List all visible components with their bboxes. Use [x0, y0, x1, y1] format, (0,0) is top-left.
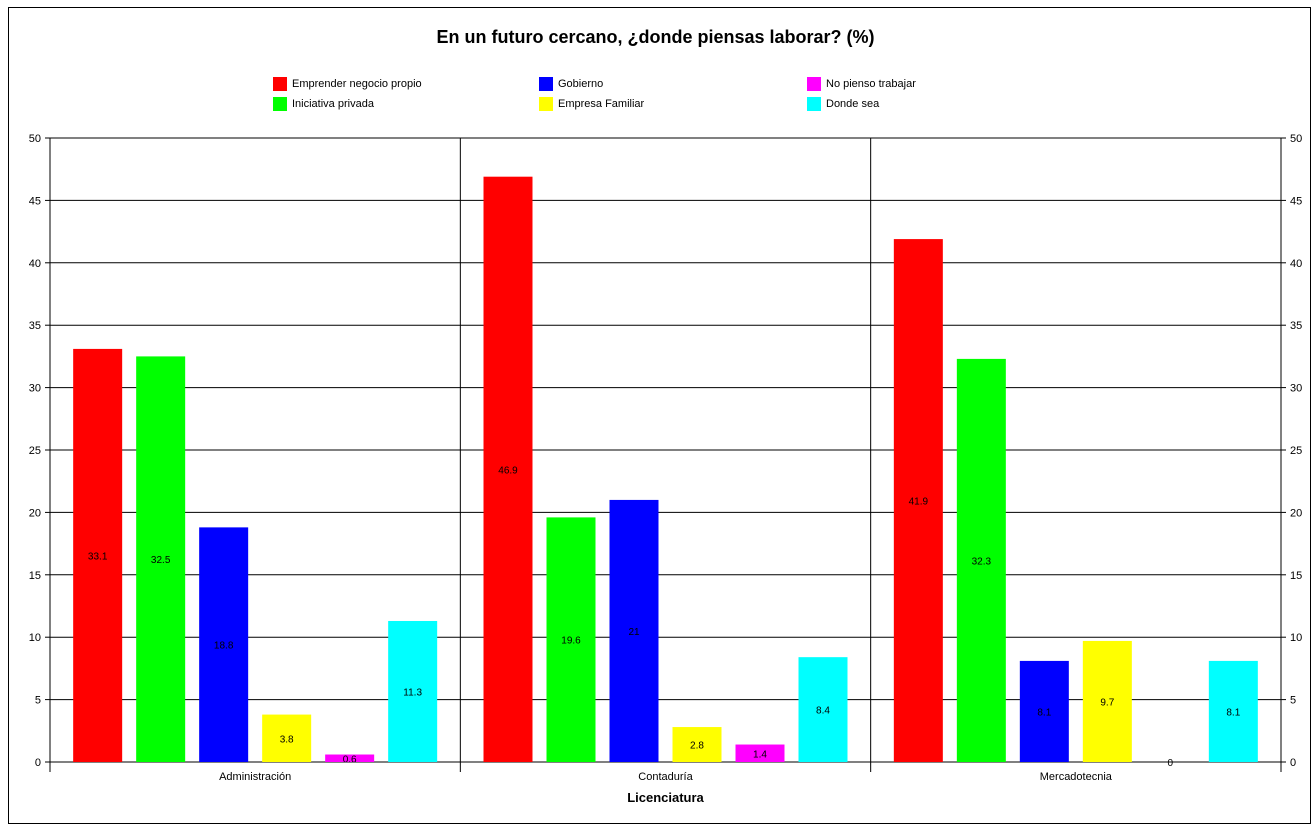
data-label: 32.5	[151, 555, 171, 566]
data-label: 33.1	[88, 551, 108, 562]
y-tick-label-right: 0	[1290, 757, 1296, 769]
y-tick-label-right: 15	[1290, 570, 1302, 582]
bar	[73, 348, 123, 762]
y-tick-label-left: 20	[29, 507, 41, 519]
y-tick-label-left: 45	[29, 195, 41, 207]
bar	[483, 176, 533, 763]
y-tick-label-left: 0	[35, 757, 41, 769]
y-tick-label-right: 20	[1290, 507, 1302, 519]
data-label: 3.8	[280, 734, 294, 745]
data-label: 0.6	[343, 754, 357, 765]
x-tick-label: Mercadotecnia	[1040, 771, 1113, 783]
data-label: 18.8	[214, 641, 234, 652]
legend-item-emprender: Emprender negocio propio	[273, 77, 422, 91]
y-tick-label-left: 5	[35, 695, 41, 707]
legend-swatch	[539, 97, 553, 111]
legend-item-gobierno: Gobierno	[539, 77, 603, 91]
data-label: 46.9	[498, 465, 518, 476]
bar	[388, 620, 438, 762]
bar	[325, 754, 375, 762]
data-label: 19.6	[561, 636, 581, 647]
chart-title: En un futuro cercano, ¿donde piensas lab…	[436, 27, 875, 47]
data-label: 8.1	[1037, 707, 1051, 718]
legend-label: Gobierno	[558, 78, 604, 90]
data-label: 11.3	[403, 687, 422, 698]
legend-item-iniciativa: Iniciativa privada	[273, 97, 374, 111]
data-label: 9.7	[1100, 697, 1114, 708]
bar	[199, 527, 249, 762]
bar	[1082, 640, 1132, 762]
data-label: 2.8	[690, 741, 704, 752]
legend-label: Empresa Familiar	[558, 98, 645, 110]
bar	[893, 239, 943, 762]
y-tick-label-right: 10	[1290, 632, 1302, 644]
legend-swatch	[807, 97, 821, 111]
legend-label: Iniciativa privada	[292, 98, 374, 110]
legend-label: Emprender negocio propio	[292, 78, 422, 90]
y-tick-label-right: 35	[1290, 320, 1302, 332]
legend-label: No pienso trabajar	[826, 78, 916, 90]
bar	[672, 727, 722, 762]
data-label: 8.4	[816, 706, 830, 717]
bar	[735, 744, 785, 762]
bar	[136, 356, 186, 762]
y-tick-label-left: 35	[29, 320, 41, 332]
legend-label: Donde sea	[826, 98, 880, 110]
legend-swatch	[539, 77, 553, 91]
bar	[956, 358, 1006, 762]
y-tick-label-left: 40	[29, 258, 41, 270]
bar	[1019, 660, 1069, 762]
x-tick-label: Contaduría	[638, 771, 693, 783]
data-label: 1.4	[753, 749, 767, 760]
data-label: 21	[628, 627, 640, 638]
legend-item-donde-sea: Donde sea	[807, 97, 879, 111]
legend-item-no-pienso: No pienso trabajar	[807, 77, 916, 91]
y-tick-label-right: 40	[1290, 258, 1302, 270]
y-tick-label-left: 30	[29, 383, 41, 395]
y-tick-label-right: 45	[1290, 195, 1302, 207]
y-tick-label-left: 25	[29, 445, 41, 457]
y-tick-label-left: 15	[29, 570, 41, 582]
data-label: 8.1	[1226, 707, 1240, 718]
legend-swatch	[807, 77, 821, 91]
y-tick-label-right: 30	[1290, 383, 1302, 395]
data-label: 0	[1168, 758, 1174, 769]
bar	[609, 499, 659, 762]
bar	[798, 657, 848, 762]
x-axis-title: Licenciatura	[627, 790, 704, 805]
data-label: 32.3	[972, 556, 992, 567]
data-label: 41.9	[909, 497, 929, 508]
y-tick-label-right: 5	[1290, 695, 1296, 707]
bar	[1208, 660, 1258, 762]
y-tick-label-left: 50	[29, 133, 41, 145]
bar	[262, 714, 312, 762]
bar	[546, 517, 596, 762]
y-tick-label-right: 50	[1290, 133, 1302, 145]
legend-swatch	[273, 77, 287, 91]
y-tick-label-right: 25	[1290, 445, 1302, 457]
legend-item-empresa-familiar: Empresa Familiar	[539, 97, 644, 111]
y-tick-label-left: 10	[29, 632, 41, 644]
legend-swatch	[273, 97, 287, 111]
x-tick-label: Administración	[219, 771, 291, 783]
